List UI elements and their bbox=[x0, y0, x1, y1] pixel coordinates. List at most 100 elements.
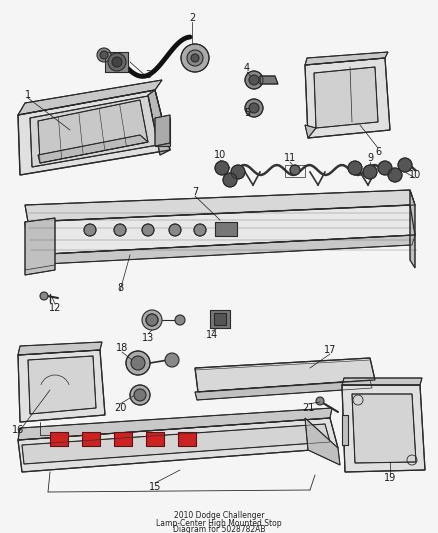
Polygon shape bbox=[260, 76, 278, 84]
Polygon shape bbox=[38, 135, 148, 163]
Bar bbox=[82, 432, 100, 446]
Text: 13: 13 bbox=[142, 333, 154, 343]
Polygon shape bbox=[26, 235, 415, 265]
Text: 19: 19 bbox=[384, 473, 396, 483]
Bar bbox=[155, 118, 170, 146]
Bar bbox=[215, 222, 237, 236]
Text: 16: 16 bbox=[12, 425, 24, 435]
Polygon shape bbox=[30, 96, 158, 167]
Circle shape bbox=[108, 53, 126, 71]
Polygon shape bbox=[155, 115, 170, 146]
Polygon shape bbox=[352, 394, 416, 463]
Bar bbox=[50, 432, 68, 446]
Polygon shape bbox=[305, 52, 388, 65]
Circle shape bbox=[112, 57, 122, 67]
Text: 7: 7 bbox=[192, 187, 198, 197]
Text: Lamp-Center High Mounted Stop: Lamp-Center High Mounted Stop bbox=[156, 519, 282, 528]
Bar bbox=[50, 432, 68, 446]
Circle shape bbox=[191, 54, 199, 62]
Polygon shape bbox=[342, 415, 348, 445]
Text: 15: 15 bbox=[149, 482, 161, 492]
Circle shape bbox=[249, 103, 259, 113]
Text: 10: 10 bbox=[214, 150, 226, 160]
Circle shape bbox=[215, 161, 229, 175]
Bar bbox=[146, 432, 164, 446]
Circle shape bbox=[130, 385, 150, 405]
Text: 10: 10 bbox=[409, 170, 421, 180]
Polygon shape bbox=[410, 190, 415, 268]
Circle shape bbox=[84, 224, 96, 236]
Polygon shape bbox=[18, 350, 105, 422]
Text: 12: 12 bbox=[49, 303, 61, 313]
Circle shape bbox=[134, 389, 146, 401]
Polygon shape bbox=[18, 342, 102, 355]
Polygon shape bbox=[18, 90, 170, 175]
Text: 21: 21 bbox=[302, 403, 314, 413]
Circle shape bbox=[97, 48, 111, 62]
Polygon shape bbox=[18, 408, 332, 440]
Circle shape bbox=[378, 161, 392, 175]
Bar bbox=[215, 222, 237, 236]
Circle shape bbox=[223, 173, 237, 187]
Polygon shape bbox=[25, 205, 415, 255]
Bar bbox=[210, 310, 230, 328]
Polygon shape bbox=[305, 418, 340, 465]
Polygon shape bbox=[342, 385, 425, 472]
Text: 8: 8 bbox=[117, 283, 123, 293]
Bar bbox=[178, 432, 196, 446]
Bar bbox=[214, 313, 226, 325]
Circle shape bbox=[363, 165, 377, 179]
Circle shape bbox=[165, 353, 179, 367]
Polygon shape bbox=[195, 358, 375, 392]
Polygon shape bbox=[305, 58, 390, 138]
Circle shape bbox=[245, 71, 263, 89]
Circle shape bbox=[187, 50, 203, 66]
Polygon shape bbox=[38, 100, 148, 163]
Text: 20: 20 bbox=[114, 403, 126, 413]
Text: 6: 6 bbox=[375, 147, 381, 157]
Circle shape bbox=[40, 292, 48, 300]
Circle shape bbox=[100, 51, 108, 59]
Circle shape bbox=[388, 168, 402, 182]
Polygon shape bbox=[148, 90, 170, 155]
Circle shape bbox=[181, 44, 209, 72]
Circle shape bbox=[175, 315, 185, 325]
Circle shape bbox=[169, 224, 181, 236]
Circle shape bbox=[231, 165, 245, 179]
Text: 2010 Dodge Challenger: 2010 Dodge Challenger bbox=[174, 512, 264, 521]
Text: 18: 18 bbox=[116, 343, 128, 353]
Text: 11: 11 bbox=[284, 153, 296, 163]
Bar bbox=[82, 432, 100, 446]
Bar bbox=[285, 165, 305, 177]
Polygon shape bbox=[342, 378, 422, 385]
Circle shape bbox=[348, 161, 362, 175]
Circle shape bbox=[146, 314, 158, 326]
Polygon shape bbox=[18, 80, 162, 115]
Text: 5: 5 bbox=[244, 108, 250, 118]
Circle shape bbox=[290, 165, 300, 175]
Text: Diagram for 5028782AB: Diagram for 5028782AB bbox=[173, 526, 265, 533]
Polygon shape bbox=[28, 356, 96, 414]
Polygon shape bbox=[25, 190, 415, 222]
Circle shape bbox=[194, 224, 206, 236]
Polygon shape bbox=[22, 424, 330, 464]
Circle shape bbox=[131, 356, 145, 370]
Circle shape bbox=[398, 158, 412, 172]
Text: 14: 14 bbox=[206, 330, 218, 340]
Circle shape bbox=[114, 224, 126, 236]
Polygon shape bbox=[314, 67, 378, 128]
Text: 17: 17 bbox=[324, 345, 336, 355]
Polygon shape bbox=[305, 125, 316, 138]
Circle shape bbox=[316, 397, 324, 405]
Bar bbox=[178, 432, 196, 446]
Circle shape bbox=[245, 99, 263, 117]
Polygon shape bbox=[18, 418, 338, 472]
Bar bbox=[146, 432, 164, 446]
Text: 2: 2 bbox=[189, 13, 195, 23]
Circle shape bbox=[142, 224, 154, 236]
Polygon shape bbox=[25, 218, 55, 275]
Bar bbox=[210, 310, 230, 328]
Bar bbox=[114, 432, 132, 446]
Circle shape bbox=[126, 351, 150, 375]
Text: 9: 9 bbox=[367, 153, 373, 163]
